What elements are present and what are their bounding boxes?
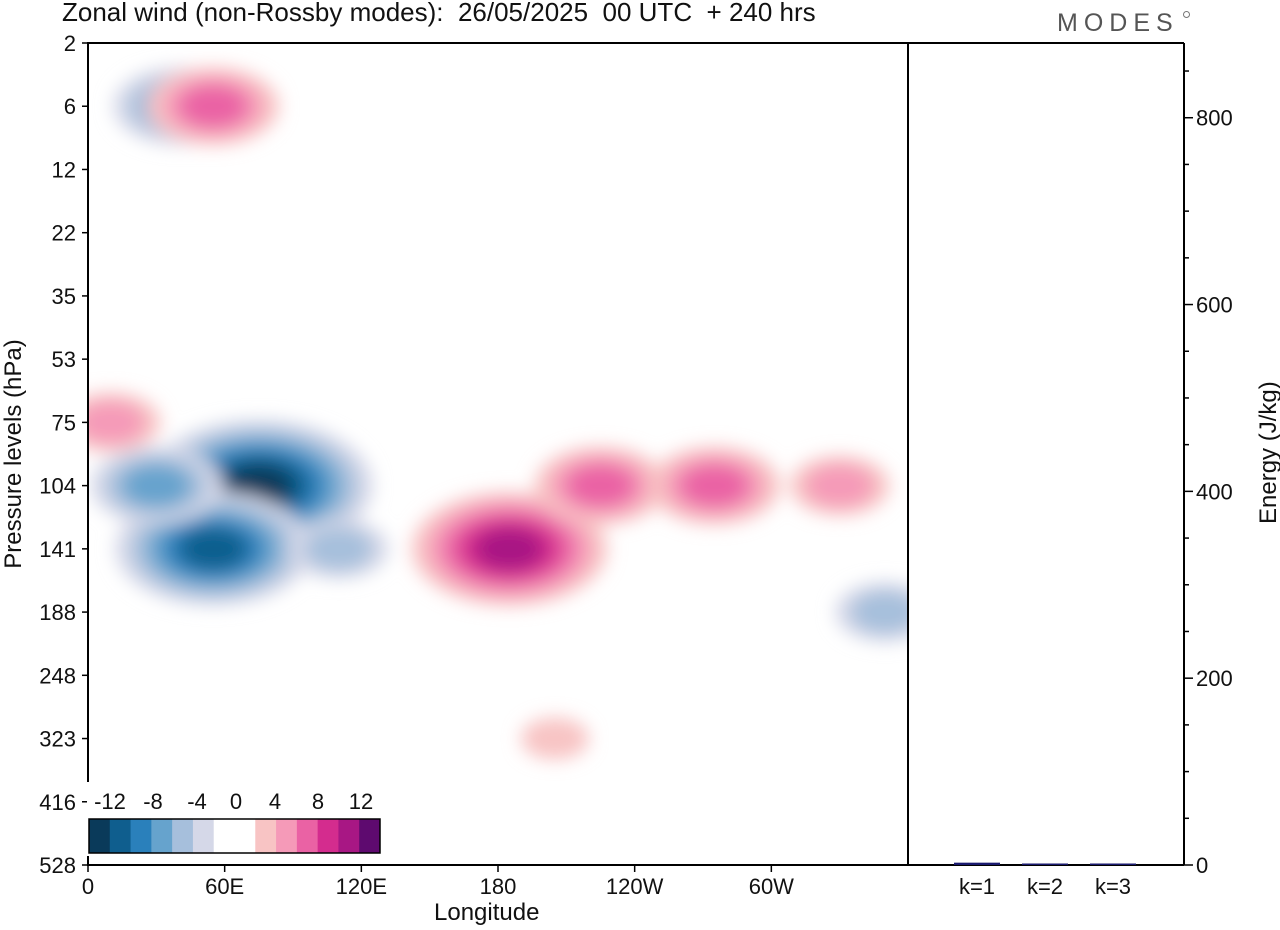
x-tick-label: 120E (336, 874, 387, 899)
wind-feature-12-level-3 (179, 85, 248, 128)
wind-feature-10-level-2 (851, 591, 908, 634)
colorbar-swatch (276, 819, 298, 853)
x-tick-label: 60W (749, 874, 794, 899)
colorbar-label: -4 (187, 789, 207, 814)
y-tick-label: 2 (64, 31, 76, 56)
colorbar-label: 12 (349, 789, 373, 814)
colorbar-swatch (151, 819, 173, 853)
wind-feature-7-level-2 (805, 464, 874, 507)
energy-bar-k=1 (954, 862, 1000, 865)
colorbar-swatch (296, 819, 319, 853)
colorbar-label: 8 (312, 789, 324, 814)
colorbar-label: 4 (269, 789, 281, 814)
chart-title: Zonal wind (non-Rossby modes): 26/05/202… (62, 0, 816, 27)
wind-feature-9-level-1 (520, 717, 589, 760)
colorbar-swatch (130, 819, 152, 853)
colorbar-swatch (213, 819, 235, 853)
wind-field (88, 43, 908, 865)
colorbar: -12 -8 -4 0 4 8 12 (87, 782, 382, 856)
y-tick-label: 35 (52, 284, 76, 309)
colorbar-label: -12 (94, 789, 126, 814)
wind-feature-5-level-3 (566, 464, 635, 507)
energy-bar-label: k=1 (959, 874, 995, 899)
brand-logo: MODES (1057, 9, 1179, 37)
y-tick-label: 528 (39, 853, 76, 878)
colorbar-swatch (172, 819, 194, 853)
energy-bar-label: k=2 (1027, 874, 1063, 899)
energy-tick-label: 200 (1196, 666, 1233, 691)
x-tick-label: 120W (606, 874, 664, 899)
colorbar-swatch (109, 819, 132, 853)
wind-feature-1-level-5 (179, 527, 248, 570)
x-tick-label: 0 (82, 874, 94, 899)
x-axis-title: Longitude (434, 899, 540, 926)
wind-feature-3-level-2 (304, 527, 373, 570)
colorbar-swatch (192, 819, 215, 853)
y-tick-label: 416 (39, 790, 76, 815)
colorbar-swatch (234, 819, 256, 853)
y-tick-label: 188 (39, 600, 76, 625)
wind-feature-6-level-3 (680, 464, 749, 507)
energy-bars: k=1 k=2 k=3 (954, 862, 1136, 899)
y-tick-label: 323 (39, 727, 76, 752)
y-tick-label: 12 (52, 157, 76, 182)
energy-bar-label: k=3 (1095, 874, 1131, 899)
wind-feature-8-level-2 (88, 401, 145, 444)
y-tick-label: 6 (64, 94, 76, 119)
energy-tick-label: 400 (1196, 479, 1233, 504)
y-tick-label: 75 (52, 410, 76, 435)
registered-mark-icon (1183, 11, 1190, 18)
y-tick-label: 248 (39, 663, 76, 688)
energy-tick-label: 600 (1196, 293, 1233, 318)
energy-tick-label: 0 (1196, 853, 1208, 878)
energy-tick-label: 800 (1196, 106, 1233, 131)
x-tick-label: 60E (205, 874, 244, 899)
wind-feature-2-level-3 (122, 464, 191, 507)
x-tick-label: 180 (480, 874, 517, 899)
colorbar-swatch (338, 819, 360, 853)
wind-feature-4-level-5 (475, 527, 544, 570)
energy-axis-title: Energy (J/kg) (1255, 381, 1280, 524)
energy-bar-k=3 (1090, 863, 1136, 865)
colorbar-swatch (317, 819, 339, 853)
y-tick-label: 53 (52, 347, 76, 372)
wind-blobs (88, 67, 908, 760)
colorbar-label: 0 (230, 789, 242, 814)
y-tick-label: 104 (39, 474, 76, 499)
colorbar-frame (88, 818, 381, 854)
colorbar-label: -8 (143, 789, 163, 814)
colorbar-swatch (89, 819, 111, 853)
colorbar-swatch (255, 819, 277, 853)
y-axis-title: Pressure levels (hPa) (0, 339, 27, 569)
y-tick-label: 141 (39, 537, 76, 562)
colorbar-swatch (359, 819, 381, 853)
energy-bar-k=2 (1022, 863, 1068, 865)
y-tick-label: 22 (52, 221, 76, 246)
